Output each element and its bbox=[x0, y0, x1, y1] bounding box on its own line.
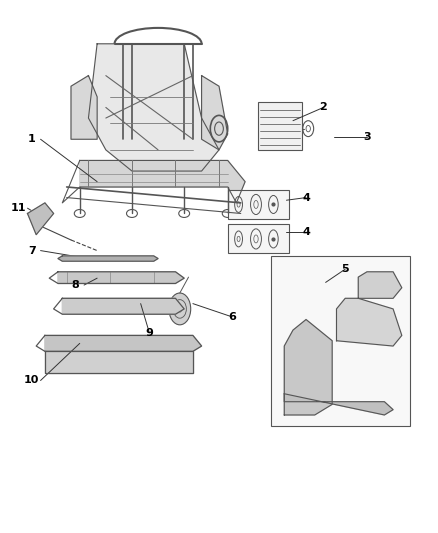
Ellipse shape bbox=[106, 300, 132, 313]
Polygon shape bbox=[201, 76, 228, 150]
Text: 7: 7 bbox=[28, 246, 36, 256]
FancyBboxPatch shape bbox=[228, 224, 289, 253]
Text: 5: 5 bbox=[341, 264, 349, 274]
FancyBboxPatch shape bbox=[228, 190, 289, 219]
Polygon shape bbox=[28, 203, 53, 235]
Polygon shape bbox=[284, 319, 332, 415]
Text: 4: 4 bbox=[302, 227, 310, 237]
Polygon shape bbox=[58, 256, 158, 261]
Text: 3: 3 bbox=[363, 132, 371, 142]
Text: 11: 11 bbox=[11, 203, 27, 213]
Text: 8: 8 bbox=[71, 280, 79, 290]
Polygon shape bbox=[62, 298, 184, 314]
Polygon shape bbox=[71, 76, 97, 139]
Polygon shape bbox=[358, 272, 402, 298]
Text: 6: 6 bbox=[228, 312, 236, 322]
FancyBboxPatch shape bbox=[258, 102, 302, 150]
Polygon shape bbox=[45, 351, 193, 373]
Text: 1: 1 bbox=[28, 134, 36, 144]
Polygon shape bbox=[88, 44, 219, 171]
Polygon shape bbox=[45, 335, 201, 351]
Text: 9: 9 bbox=[145, 328, 153, 338]
Ellipse shape bbox=[169, 293, 191, 325]
Polygon shape bbox=[284, 394, 393, 415]
Polygon shape bbox=[336, 298, 402, 346]
Text: 4: 4 bbox=[302, 192, 310, 203]
Polygon shape bbox=[80, 160, 245, 203]
FancyBboxPatch shape bbox=[271, 256, 410, 425]
Text: 10: 10 bbox=[24, 375, 39, 385]
Text: 2: 2 bbox=[320, 102, 327, 112]
Polygon shape bbox=[58, 272, 184, 284]
